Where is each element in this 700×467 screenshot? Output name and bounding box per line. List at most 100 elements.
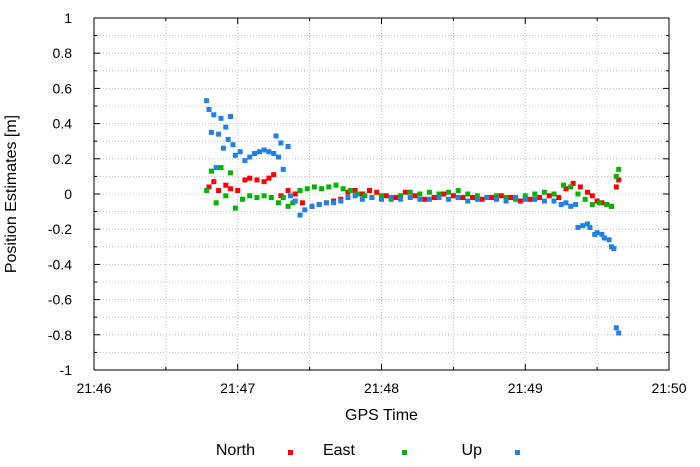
east-point [326,184,332,190]
north-point [460,195,466,201]
up-point [297,212,303,218]
up-point [271,151,277,157]
east-point [285,203,291,209]
up-point [494,196,499,202]
x-tick-label: 21:46 [76,380,111,396]
east-point [568,184,574,190]
north-point [206,184,212,190]
x-tick-label: 21:47 [220,380,255,396]
up-point [220,145,226,151]
up-point [230,142,236,148]
east-point [609,203,614,209]
east-point [340,186,346,192]
up-point [426,196,432,202]
north-point [299,200,305,206]
up-point [206,107,212,113]
east-point [541,189,547,195]
north-point [570,180,576,186]
up-point [594,230,600,236]
east-point [240,196,246,202]
up-point [302,207,308,213]
east-point [604,202,610,208]
north-point [422,196,428,202]
north-point [441,191,447,197]
up-point [275,154,281,160]
up-point [407,195,413,201]
north-point [266,175,272,181]
east-point [228,170,234,176]
up-point [503,198,509,204]
east-point [522,193,528,199]
up-point [613,325,619,331]
up-point [513,195,519,201]
east-point [347,187,353,193]
east-point [398,193,404,199]
north-point [577,184,583,190]
east-point [494,193,499,199]
east-point [575,191,581,197]
east-point [446,189,452,195]
up-point [417,196,423,202]
up-point [541,198,547,204]
up-point [474,196,480,202]
north-point [367,187,373,193]
up-point [388,195,394,201]
up-point [216,131,222,137]
y-tick-label: -0.6 [48,292,72,308]
east-point [465,191,471,197]
up-point [484,195,490,201]
north-point [508,195,514,201]
up-point [580,223,586,229]
east-point [589,202,595,208]
y-tick-label: 1 [64,10,72,26]
up-point [465,198,471,204]
north-point [498,193,504,199]
up-point [563,200,569,206]
up-point [436,195,442,201]
east-point [455,187,461,193]
east-point [362,193,368,199]
north-point [556,195,562,201]
up-point [261,147,267,153]
y-tick-label: -0.2 [48,221,72,237]
data-points [204,98,622,336]
up-point [398,196,404,202]
east-point [613,173,619,179]
legend: North East Up [216,442,520,459]
up-point [345,195,351,201]
up-point [616,330,622,336]
up-point [287,193,293,199]
up-point [455,195,461,201]
up-point [232,152,238,158]
east-point [551,191,557,197]
east-point [474,193,480,199]
east-point [218,165,224,171]
east-point [436,191,442,197]
east-point [311,184,317,190]
east-point [275,200,281,206]
east-point [254,195,260,201]
east-point [582,196,588,202]
legend-label-north: North [216,442,255,459]
y-tick-label: 0.6 [53,80,73,96]
north-point [254,177,260,183]
up-point [379,196,384,202]
up-point [599,231,605,237]
up-point [551,198,557,204]
north-point [489,195,495,201]
east-point [426,189,432,195]
east-point [208,168,214,174]
up-point [522,196,528,202]
up-point [204,98,210,104]
north-point [585,189,591,195]
up-point [266,149,272,155]
east-point [407,189,413,195]
up-point [278,140,284,146]
north-point [517,198,523,204]
up-point [568,203,574,209]
east-point [597,200,603,206]
east-point [532,191,538,197]
y-tick-label: -0.4 [48,256,72,272]
up-point [208,129,214,135]
